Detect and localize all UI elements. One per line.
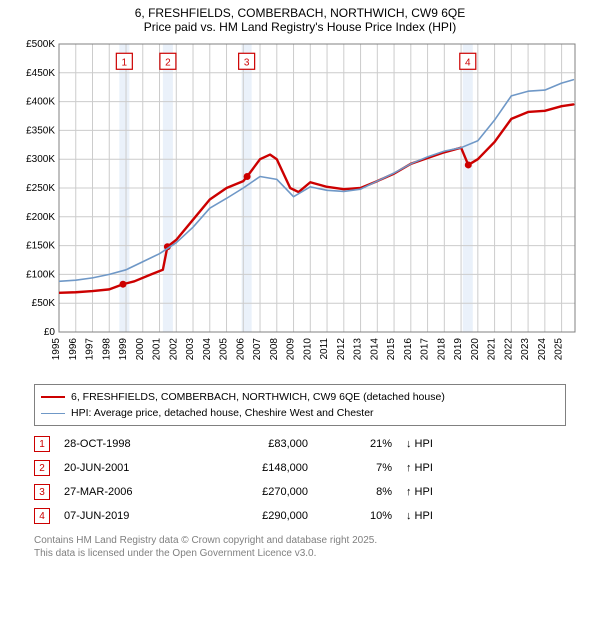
sale-row: 2 20-JUN-2001 £148,000 7% ↑ HPI bbox=[34, 456, 566, 480]
sale-date: 28-OCT-1998 bbox=[64, 438, 204, 450]
svg-text:2012: 2012 bbox=[336, 338, 347, 361]
footer-attribution: Contains HM Land Registry data © Crown c… bbox=[34, 534, 566, 560]
svg-text:2014: 2014 bbox=[369, 338, 380, 361]
svg-text:£200K: £200K bbox=[26, 212, 55, 223]
sale-pct: 7% bbox=[322, 462, 392, 474]
sale-marker: 4 bbox=[34, 508, 50, 524]
svg-text:2009: 2009 bbox=[286, 338, 297, 361]
legend-swatch bbox=[41, 413, 65, 414]
sale-row: 4 07-JUN-2019 £290,000 10% ↓ HPI bbox=[34, 504, 566, 528]
svg-text:2022: 2022 bbox=[503, 338, 514, 361]
svg-text:1: 1 bbox=[122, 57, 128, 68]
legend-item: HPI: Average price, detached house, Ches… bbox=[41, 405, 559, 421]
svg-text:2004: 2004 bbox=[202, 338, 213, 361]
svg-text:4: 4 bbox=[465, 57, 471, 68]
svg-text:2013: 2013 bbox=[353, 338, 364, 361]
svg-text:2005: 2005 bbox=[219, 338, 230, 361]
sale-row: 3 27-MAR-2006 £270,000 8% ↑ HPI bbox=[34, 480, 566, 504]
svg-text:1996: 1996 bbox=[68, 338, 79, 361]
svg-text:1995: 1995 bbox=[51, 338, 62, 361]
svg-text:£100K: £100K bbox=[26, 269, 55, 280]
svg-text:2001: 2001 bbox=[152, 338, 163, 361]
svg-text:2006: 2006 bbox=[235, 338, 246, 361]
svg-text:£350K: £350K bbox=[26, 125, 55, 136]
svg-text:2010: 2010 bbox=[302, 338, 313, 361]
svg-text:2019: 2019 bbox=[453, 338, 464, 361]
sale-row: 1 28-OCT-1998 £83,000 21% ↓ HPI bbox=[34, 432, 566, 456]
price-chart: £0 £50K £100K £150K £200K £250K £300K £350K £400… bbox=[15, 36, 585, 376]
svg-text:£300K: £300K bbox=[26, 154, 55, 165]
svg-text:2018: 2018 bbox=[436, 338, 447, 361]
svg-text:1998: 1998 bbox=[101, 338, 112, 361]
sale-price: £270,000 bbox=[218, 486, 308, 498]
svg-text:2000: 2000 bbox=[135, 338, 146, 361]
svg-text:2021: 2021 bbox=[487, 338, 498, 361]
sales-table: 1 28-OCT-1998 £83,000 21% ↓ HPI 2 20-JUN-2001 £… bbox=[34, 432, 566, 528]
sale-date: 07-JUN-2019 bbox=[64, 510, 204, 522]
svg-text:£0: £0 bbox=[44, 327, 56, 338]
svg-text:1997: 1997 bbox=[85, 338, 96, 361]
sale-pct: 8% bbox=[322, 486, 392, 498]
sale-pct: 10% bbox=[322, 510, 392, 522]
svg-text:2003: 2003 bbox=[185, 338, 196, 361]
sale-price: £83,000 bbox=[218, 438, 308, 450]
svg-text:2: 2 bbox=[165, 57, 171, 68]
svg-text:£450K: £450K bbox=[26, 68, 55, 79]
chart-title: 6, FRESHFIELDS, COMBERBACH, NORTHWICH, C… bbox=[0, 0, 600, 36]
sale-marker: 1 bbox=[34, 436, 50, 452]
svg-text:2025: 2025 bbox=[554, 338, 565, 361]
svg-text:£50K: £50K bbox=[32, 298, 56, 309]
svg-text:2023: 2023 bbox=[520, 338, 531, 361]
title-line-2: Price paid vs. HM Land Registry's House … bbox=[4, 20, 596, 34]
sale-marker: 2 bbox=[34, 460, 50, 476]
svg-text:2008: 2008 bbox=[269, 338, 280, 361]
sale-date: 27-MAR-2006 bbox=[64, 486, 204, 498]
legend-label: HPI: Average price, detached house, Ches… bbox=[71, 405, 374, 421]
svg-text:2016: 2016 bbox=[403, 338, 414, 361]
arrow-down-icon: ↓ HPI bbox=[406, 510, 456, 522]
sale-price: £290,000 bbox=[218, 510, 308, 522]
arrow-down-icon: ↓ HPI bbox=[406, 438, 456, 450]
sale-date: 20-JUN-2001 bbox=[64, 462, 204, 474]
svg-text:2007: 2007 bbox=[252, 338, 263, 361]
footer-line-2: This data is licensed under the Open Gov… bbox=[34, 547, 566, 560]
sale-marker: 3 bbox=[34, 484, 50, 500]
svg-text:3: 3 bbox=[244, 57, 250, 68]
svg-text:£250K: £250K bbox=[26, 183, 55, 194]
arrow-up-icon: ↑ HPI bbox=[406, 462, 456, 474]
legend-swatch bbox=[41, 396, 65, 398]
legend-label: 6, FRESHFIELDS, COMBERBACH, NORTHWICH, C… bbox=[71, 389, 445, 405]
legend-item: 6, FRESHFIELDS, COMBERBACH, NORTHWICH, C… bbox=[41, 389, 559, 405]
svg-text:2015: 2015 bbox=[386, 338, 397, 361]
svg-text:2024: 2024 bbox=[537, 338, 548, 361]
svg-text:£150K: £150K bbox=[26, 241, 55, 252]
arrow-up-icon: ↑ HPI bbox=[406, 486, 456, 498]
footer-line-1: Contains HM Land Registry data © Crown c… bbox=[34, 534, 566, 547]
svg-text:1999: 1999 bbox=[118, 338, 129, 361]
svg-text:£400K: £400K bbox=[26, 97, 55, 108]
svg-text:2017: 2017 bbox=[420, 338, 431, 361]
svg-text:£500K: £500K bbox=[26, 39, 55, 50]
svg-text:2011: 2011 bbox=[319, 338, 330, 360]
chart-svg: £0 £50K £100K £150K £200K £250K £300K £350K £400… bbox=[15, 36, 585, 376]
svg-text:2002: 2002 bbox=[168, 338, 179, 361]
sale-price: £148,000 bbox=[218, 462, 308, 474]
svg-text:2020: 2020 bbox=[470, 338, 481, 361]
sale-pct: 21% bbox=[322, 438, 392, 450]
title-line-1: 6, FRESHFIELDS, COMBERBACH, NORTHWICH, C… bbox=[4, 6, 596, 20]
legend: 6, FRESHFIELDS, COMBERBACH, NORTHWICH, C… bbox=[34, 384, 566, 426]
